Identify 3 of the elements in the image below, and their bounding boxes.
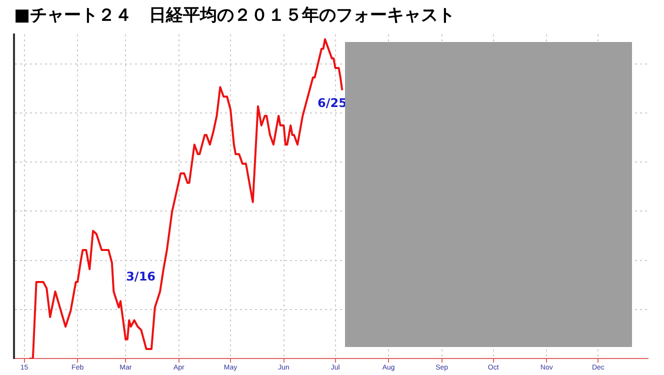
chart-title: ■チャート２４ 日経平均の２０１５年のフォーキャスト bbox=[14, 6, 456, 26]
annotation: 3/16 bbox=[126, 270, 156, 284]
annotation: 6/25 bbox=[318, 96, 347, 110]
